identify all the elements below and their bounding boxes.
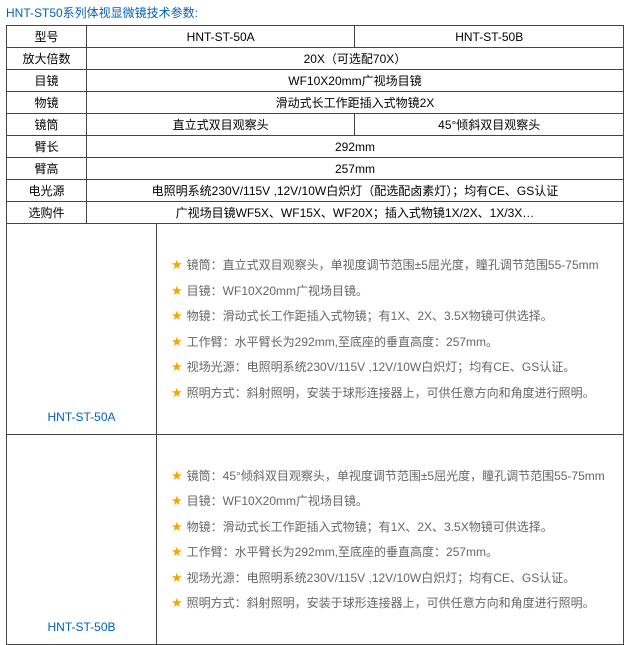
page-title: HNT-ST50系列体视显微镜技术参数: — [0, 0, 630, 25]
spec-row: 臂长292mm — [7, 136, 624, 158]
feature-label: 视场光源： — [187, 571, 247, 585]
feature-text: 45°倾斜双目观察头，单视度调节范围±5屈光度，瞳孔调节范围55-75mm — [223, 469, 605, 483]
model-features: ★ 镜筒：45°倾斜双目观察头，单视度调节范围±5屈光度，瞳孔调节范围55-75m… — [157, 434, 624, 644]
feature-line: ★ 视场光源：电照明系统230V/115V ,12V/10W白炽灯；均有CE、GS… — [171, 568, 611, 588]
star-icon: ★ — [171, 468, 183, 483]
feature-label: 物镜： — [187, 520, 223, 534]
feature-label: 目镜： — [187, 494, 223, 508]
spec-row: 臂高257mm — [7, 158, 624, 180]
spec-value: HNT-ST-50A — [86, 26, 355, 48]
feature-line: ★ 物镜：滑动式长工作距插入式物镜；有1X、2X、3.5X物镜可供选择。 — [171, 306, 611, 326]
feature-label: 物镜： — [187, 309, 223, 323]
spec-value: 广视场目镜WF5X、WF15X、WF20X；插入式物镜1X/2X、1X/3X… — [86, 202, 623, 224]
star-icon: ★ — [171, 595, 183, 610]
spec-label: 放大倍数 — [7, 48, 87, 70]
feature-text: 滑动式长工作距插入式物镜；有1X、2X、3.5X物镜可供选择。 — [223, 309, 553, 323]
spec-label: 目镜 — [7, 70, 87, 92]
star-icon: ★ — [171, 257, 183, 272]
spec-value: 292mm — [86, 136, 623, 158]
feature-line: ★ 目镜：WF10X20mm广视场目镜。 — [171, 281, 611, 301]
spec-value: 45°倾斜双目观察头 — [355, 114, 624, 136]
spec-row: 目镜WF10X20mm广视场目镜 — [7, 70, 624, 92]
spec-label: 镜筒 — [7, 114, 87, 136]
spec-value: 电照明系统230V/115V ,12V/10W白炽灯（配选配卤素灯）；均有CE、… — [86, 180, 623, 202]
spec-value: 20X（可选配70X） — [86, 48, 623, 70]
model-row: HNT-ST-50A ★ 镜筒：直立式双目观察头，单视度调节范围±5屈光度，瞳孔调节… — [7, 224, 624, 434]
spec-row: 选购件广视场目镜WF5X、WF15X、WF20X；插入式物镜1X/2X、1X/3… — [7, 202, 624, 224]
spec-value: HNT-ST-50B — [355, 26, 624, 48]
feature-line: ★ 视场光源：电照明系统230V/115V ,12V/10W白炽灯；均有CE、GS… — [171, 357, 611, 377]
spec-label: 选购件 — [7, 202, 87, 224]
star-icon: ★ — [171, 385, 183, 400]
spec-value: 直立式双目观察头 — [86, 114, 355, 136]
star-icon: ★ — [171, 544, 183, 559]
feature-label: 目镜： — [187, 284, 223, 298]
star-icon: ★ — [171, 334, 183, 349]
feature-text: 电照明系统230V/115V ,12V/10W白炽灯；均有CE、GS认证。 — [247, 571, 576, 585]
feature-text: 水平臂长为292mm,至底座的垂直高度：257mm。 — [235, 335, 498, 349]
feature-label: 镜筒： — [187, 469, 223, 483]
spec-row: 镜筒直立式双目观察头45°倾斜双目观察头 — [7, 114, 624, 136]
star-icon: ★ — [171, 359, 183, 374]
feature-line: ★ 工作臂：水平臂长为292mm,至底座的垂直高度：257mm。 — [171, 332, 611, 352]
feature-text: 斜射照明，安装于球形连接器上，可供任意方向和角度进行照明。 — [247, 386, 595, 400]
spec-row: 物镜滑动式长工作距插入式物镜2X — [7, 92, 624, 114]
spec-label: 臂高 — [7, 158, 87, 180]
feature-line: ★ 照明方式：斜射照明，安装于球形连接器上，可供任意方向和角度进行照明。 — [171, 383, 611, 403]
feature-line: ★ 工作臂：水平臂长为292mm,至底座的垂直高度：257mm。 — [171, 542, 611, 562]
feature-text: WF10X20mm广视场目镜。 — [223, 494, 368, 508]
spec-label: 臂长 — [7, 136, 87, 158]
spec-row: 放大倍数20X（可选配70X） — [7, 48, 624, 70]
feature-label: 镜筒： — [187, 258, 223, 272]
feature-line: ★ 镜筒：直立式双目观察头，单视度调节范围±5屈光度，瞳孔调节范围55-75mm — [171, 255, 611, 275]
spec-value: 滑动式长工作距插入式物镜2X — [86, 92, 623, 114]
spec-value: 257mm — [86, 158, 623, 180]
star-icon: ★ — [171, 283, 183, 298]
feature-text: 直立式双目观察头，单视度调节范围±5屈光度，瞳孔调节范围55-75mm — [223, 258, 599, 272]
feature-text: 滑动式长工作距插入式物镜；有1X、2X、3.5X物镜可供选择。 — [223, 520, 553, 534]
spec-table: 型号HNT-ST-50AHNT-ST-50B放大倍数20X（可选配70X）目镜W… — [6, 25, 624, 224]
spec-label: 物镜 — [7, 92, 87, 114]
feature-line: ★ 目镜：WF10X20mm广视场目镜。 — [171, 491, 611, 511]
feature-line: ★ 镜筒：45°倾斜双目观察头，单视度调节范围±5屈光度，瞳孔调节范围55-75m… — [171, 466, 611, 486]
model-row: HNT-ST-50B ★ 镜筒：45°倾斜双目观察头，单视度调节范围±5屈光度，瞳孔… — [7, 434, 624, 644]
feature-label: 工作臂： — [187, 545, 235, 559]
feature-text: WF10X20mm广视场目镜。 — [223, 284, 368, 298]
model-name: HNT-ST-50A — [7, 224, 157, 434]
feature-label: 工作臂： — [187, 335, 235, 349]
feature-line: ★ 照明方式：斜射照明，安装于球形连接器上，可供任意方向和角度进行照明。 — [171, 593, 611, 613]
star-icon: ★ — [171, 519, 183, 534]
model-features: ★镜筒：直立式双目观察头，单视度调节范围±5屈光度，瞳孔调节范围55-75mm★… — [157, 224, 624, 434]
star-icon: ★ — [171, 308, 183, 323]
spec-value: WF10X20mm广视场目镜 — [86, 70, 623, 92]
spec-label: 型号 — [7, 26, 87, 48]
feature-label: 视场光源： — [187, 360, 247, 374]
feature-line: ★ 物镜：滑动式长工作距插入式物镜；有1X、2X、3.5X物镜可供选择。 — [171, 517, 611, 537]
star-icon: ★ — [171, 570, 183, 585]
feature-label: 照明方式： — [187, 596, 247, 610]
feature-text: 斜射照明，安装于球形连接器上，可供任意方向和角度进行照明。 — [247, 596, 595, 610]
feature-text: 电照明系统230V/115V ,12V/10W白炽灯；均有CE、GS认证。 — [247, 360, 576, 374]
spec-row: 电光源电照明系统230V/115V ,12V/10W白炽灯（配选配卤素灯）；均有… — [7, 180, 624, 202]
model-name: HNT-ST-50B — [7, 434, 157, 644]
spec-label: 电光源 — [7, 180, 87, 202]
spec-row: 型号HNT-ST-50AHNT-ST-50B — [7, 26, 624, 48]
star-icon: ★ — [171, 493, 183, 508]
models-table: HNT-ST-50A★镜筒：直立式双目观察头，单视度调节范围±5屈光度，瞳孔调节… — [6, 224, 624, 645]
feature-label: 照明方式： — [187, 386, 247, 400]
feature-text: 水平臂长为292mm,至底座的垂直高度：257mm。 — [235, 545, 498, 559]
